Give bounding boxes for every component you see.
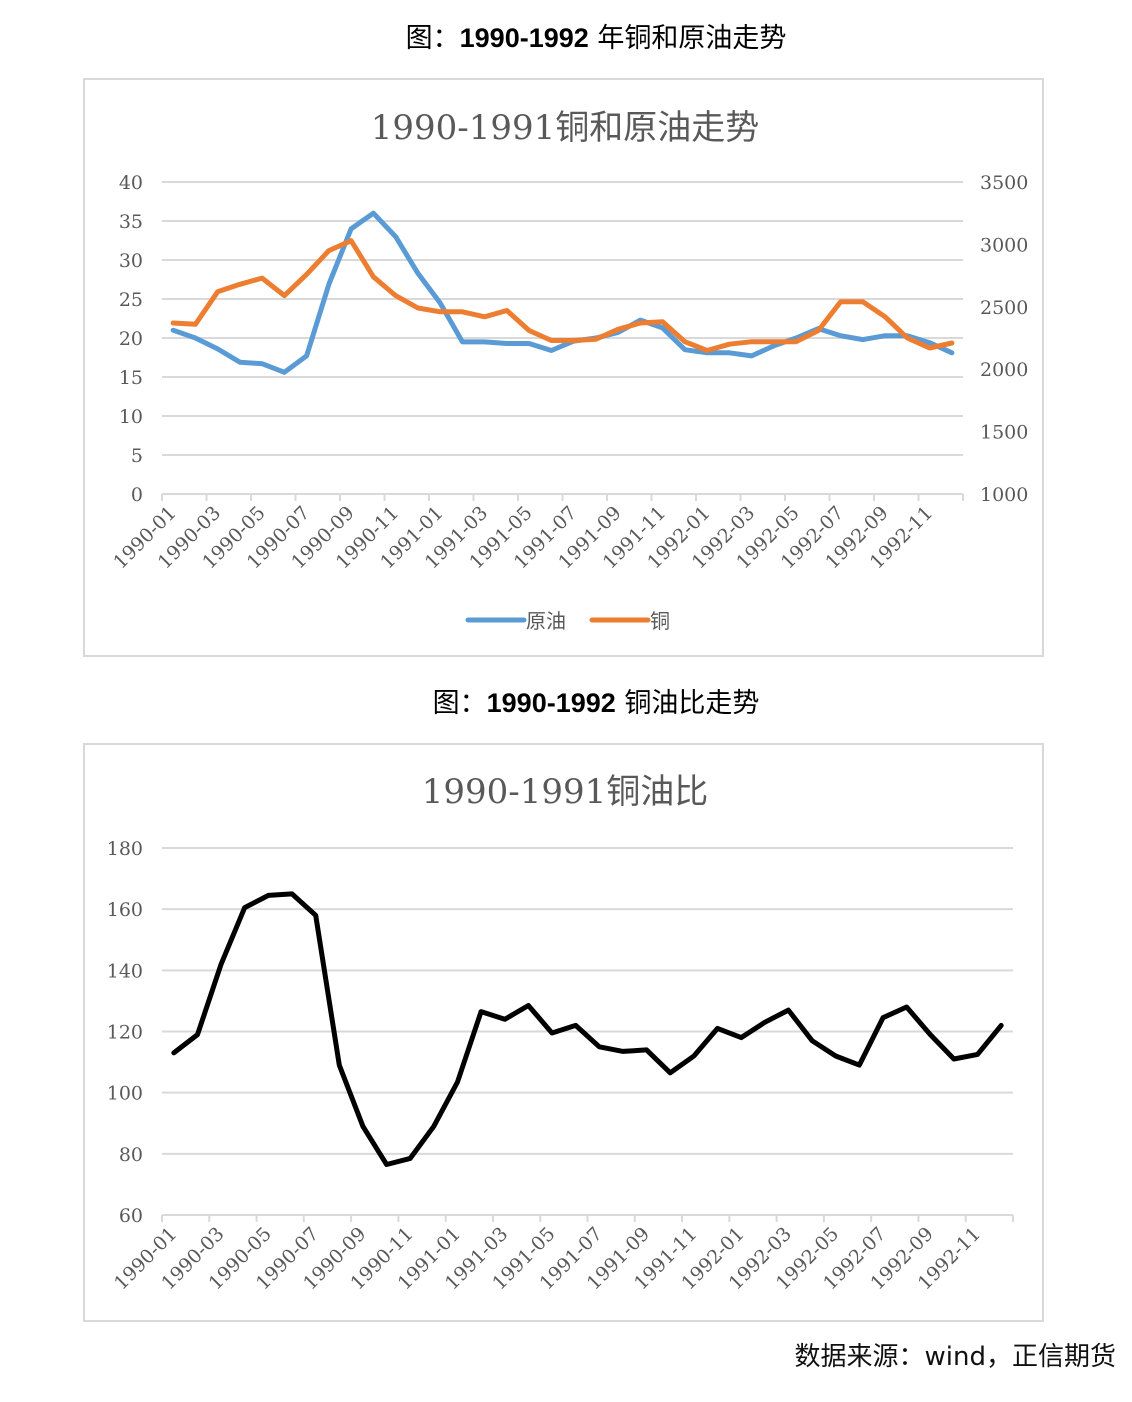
right-y-tick-label: 3000 bbox=[980, 234, 1028, 256]
right-y-tick-label: 1500 bbox=[980, 422, 1028, 444]
figure-2-prefix: 图： bbox=[432, 688, 487, 719]
y-tick-label: 160 bbox=[107, 899, 143, 921]
y-tick-label: 120 bbox=[107, 1022, 143, 1044]
right-y-tick-label: 3500 bbox=[980, 172, 1028, 194]
right-y-tick-label: 2000 bbox=[980, 359, 1028, 381]
data-source-note: 数据来源：wind，正信期货 bbox=[794, 1342, 1116, 1372]
copper-oil-ratio-chart-svg: 1990-1991铜油比60801001201401601801990-0119… bbox=[107, 772, 1014, 1294]
left-y-tick-label: 15 bbox=[119, 367, 143, 389]
y-tick-label: 80 bbox=[119, 1144, 143, 1166]
figure-1-suffix: 年铜和原油走势 bbox=[588, 23, 787, 54]
right-y-tick-label: 2500 bbox=[980, 297, 1028, 319]
figure-2-years: 1990-1992 bbox=[486, 688, 616, 718]
figure-1-heading: 图：1990-1992 年铜和原油走势 bbox=[0, 16, 1132, 55]
left-y-tick-label: 20 bbox=[119, 328, 143, 350]
figure-2-heading: 图：1990-1992 铜油比走势 bbox=[0, 681, 1132, 720]
left-y-tick-label: 35 bbox=[119, 211, 143, 233]
legend-label-crude-oil: 原油 bbox=[526, 609, 566, 633]
series-line-copper bbox=[170, 238, 955, 353]
chart-title: 1990-1991铜和原油走势 bbox=[371, 108, 760, 148]
legend-label-copper: 铜 bbox=[650, 609, 670, 633]
series-line-copper-oil-ratio bbox=[171, 891, 1004, 1167]
figure-2-suffix: 铜油比走势 bbox=[615, 688, 760, 719]
left-y-tick-label: 5 bbox=[131, 445, 143, 467]
left-y-tick-label: 10 bbox=[119, 406, 143, 428]
copper-oil-chart-svg: 1990-1991铜和原油走势 0 5 10 15 20 25 30 35 40 1000 1500 2… bbox=[109, 108, 1028, 633]
left-y-tick-label: 30 bbox=[119, 250, 143, 272]
y-tick-label: 140 bbox=[107, 960, 143, 982]
copper-oil-chart: 1990-1991铜和原油走势 0 5 10 15 20 25 30 35 40 1000 1500 2… bbox=[83, 78, 1044, 657]
y-tick-label: 180 bbox=[107, 838, 143, 860]
left-y-tick-label: 0 bbox=[131, 484, 143, 506]
figure-1-years: 1990-1992 bbox=[459, 23, 589, 53]
chart-title: 1990-1991铜油比 bbox=[422, 772, 709, 812]
y-tick-label: 100 bbox=[107, 1083, 143, 1105]
y-tick-label: 60 bbox=[119, 1205, 143, 1227]
right-y-tick-label: 1000 bbox=[980, 484, 1028, 506]
figure-1-prefix: 图： bbox=[405, 23, 460, 54]
copper-oil-ratio-chart: 1990-1991铜油比 60 80 100 120 140 160 180 1990-01 19… bbox=[83, 743, 1044, 1322]
left-y-tick-label: 40 bbox=[119, 172, 143, 194]
left-y-tick-label: 25 bbox=[119, 289, 143, 311]
